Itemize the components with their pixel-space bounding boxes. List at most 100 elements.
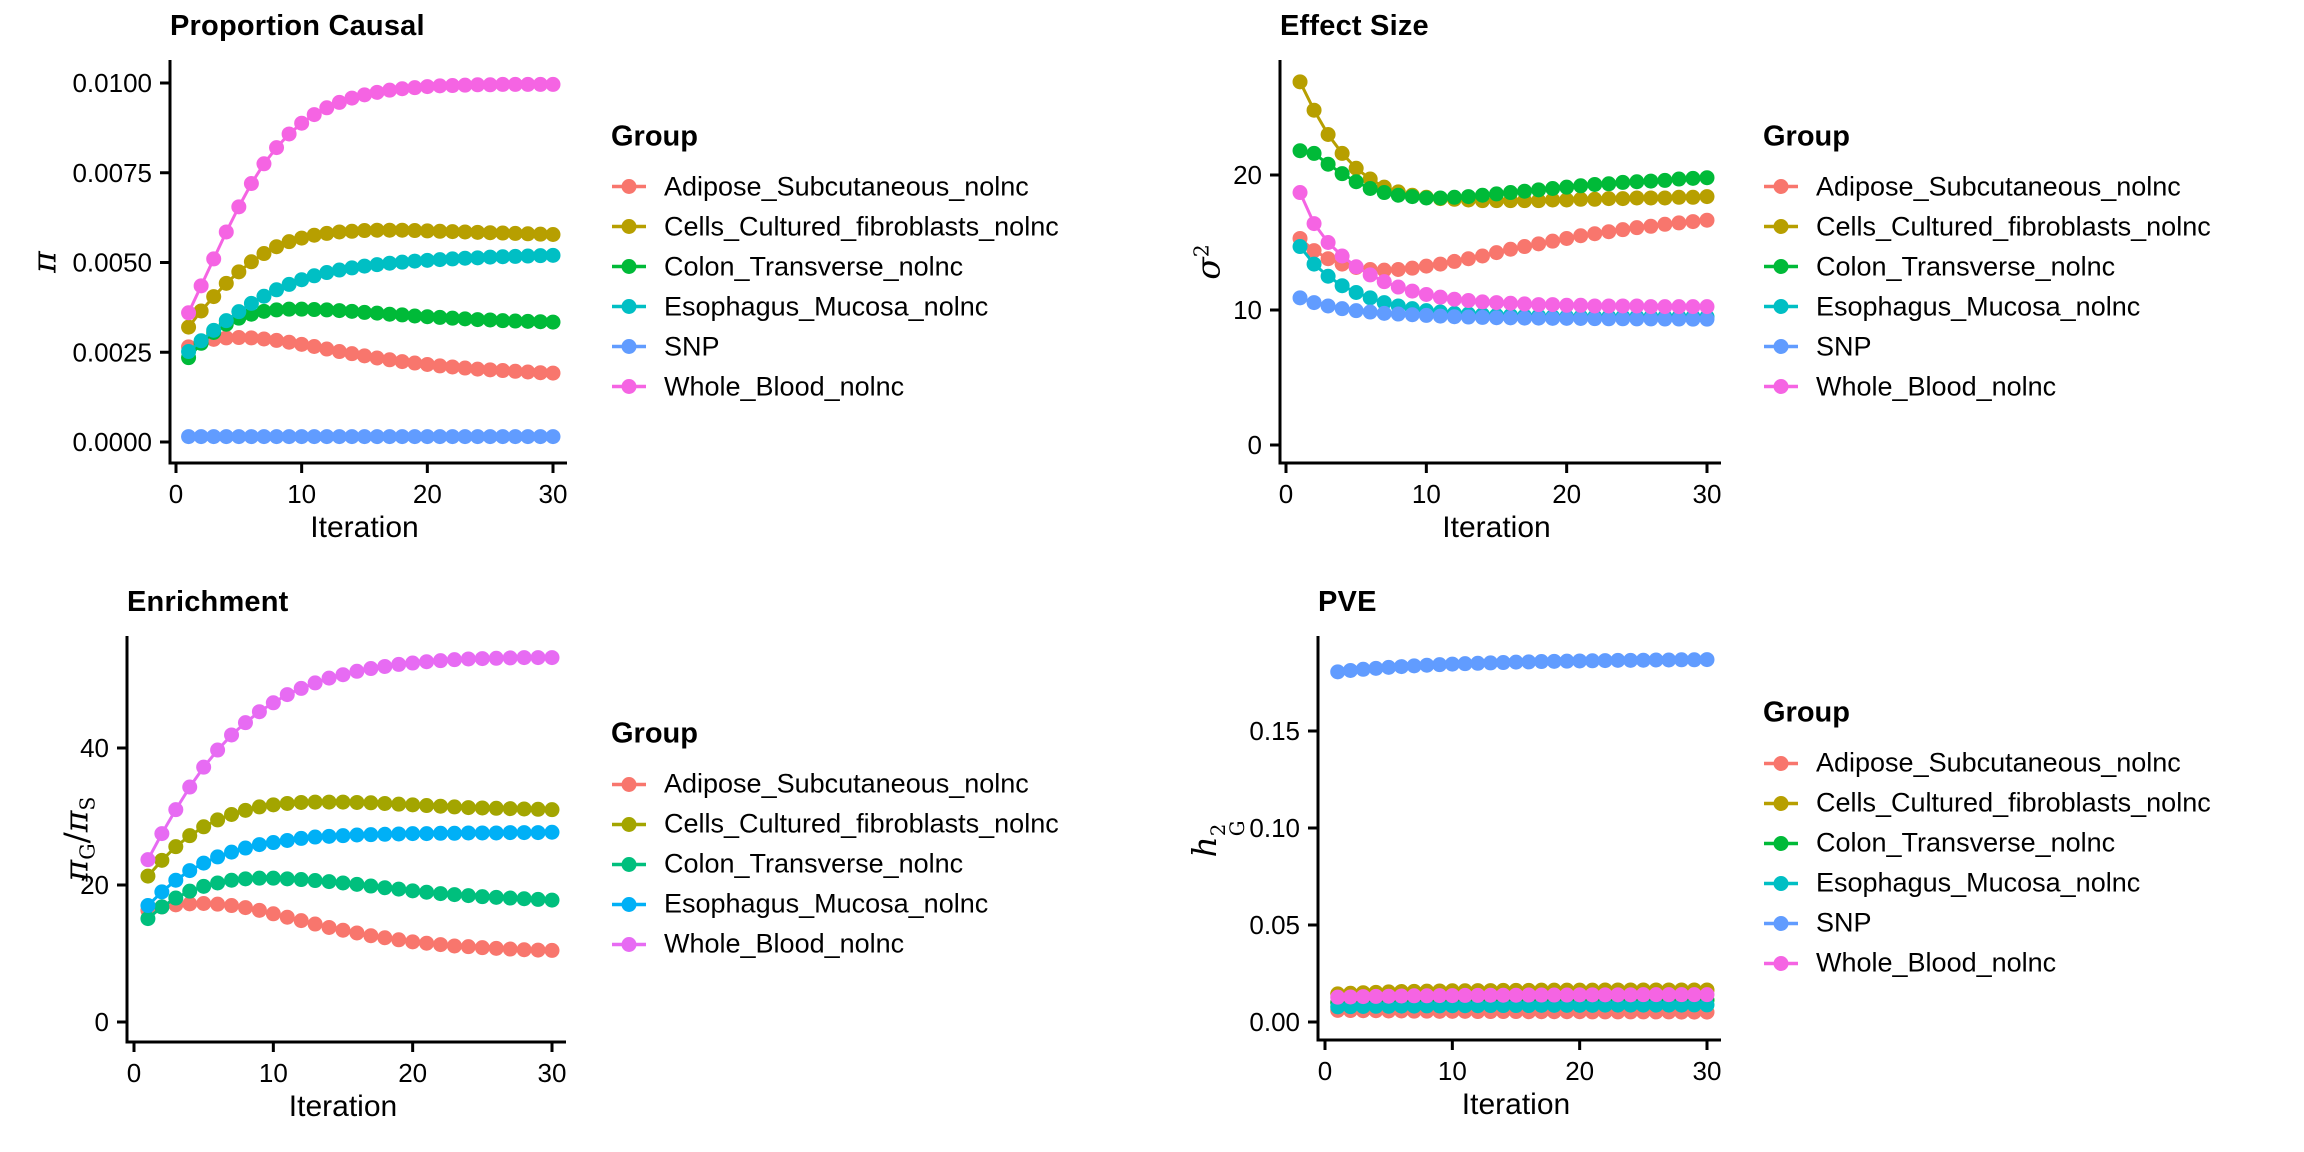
- data-point-Adipose_Subcutaneous_nolnc: [1587, 226, 1603, 242]
- data-point-SNP: [1533, 654, 1549, 670]
- data-point-Adipose_Subcutaneous_nolnc: [1517, 239, 1533, 255]
- x-tick-label: 30: [539, 479, 568, 509]
- data-point-Adipose_Subcutaneous_nolnc: [1376, 262, 1392, 278]
- data-point-SNP: [470, 429, 486, 445]
- data-point-Colon_Transverse_nolnc: [1615, 174, 1631, 190]
- data-point-Whole_Blood_nolnc: [1432, 988, 1448, 1004]
- data-point-Colon_Transverse_nolnc: [391, 881, 407, 897]
- data-point-Esophagus_Mucosa_nolnc: [502, 825, 518, 841]
- data-point-Esophagus_Mucosa_nolnc: [495, 249, 511, 265]
- data-point-SNP: [1559, 653, 1575, 669]
- chart-title: PVE: [1318, 586, 1377, 618]
- data-point-Esophagus_Mucosa_nolnc: [545, 247, 561, 263]
- y-tick-label: 10: [1233, 295, 1262, 325]
- data-point-Cells_Cultured_fibroblasts_nolnc: [544, 802, 560, 818]
- data-point-Adipose_Subcutaneous_nolnc: [306, 339, 322, 355]
- data-point-Whole_Blood_nolnc: [218, 224, 234, 240]
- data-point-SNP: [206, 429, 222, 445]
- data-point-Whole_Blood_nolnc: [154, 826, 170, 842]
- data-point-Whole_Blood_nolnc: [1572, 987, 1588, 1003]
- data-point-Adipose_Subcutaneous_nolnc: [1489, 245, 1504, 261]
- data-point-Adipose_Subcutaneous_nolnc: [344, 346, 360, 362]
- data-point-Esophagus_Mucosa_nolnc: [210, 849, 226, 865]
- chart-title: Enrichment: [127, 586, 289, 618]
- data-point-Esophagus_Mucosa_nolnc: [532, 248, 548, 264]
- chart-plot-proportion-causal: 0.0000 0.0025 0.0050 0.0075 0.0100 0 10 20 30: [72, 60, 568, 509]
- data-point-SNP: [243, 429, 259, 445]
- data-point-Whole_Blood_nolnc: [231, 199, 247, 215]
- data-point-Colon_Transverse_nolnc: [210, 875, 226, 891]
- data-point-Cells_Cultured_fibroblasts_nolnc: [405, 797, 421, 813]
- data-point-Esophagus_Mucosa_nolnc: [432, 252, 448, 268]
- data-point-Colon_Transverse_nolnc: [306, 302, 322, 318]
- data-point-Cells_Cultured_fibroblasts_nolnc: [256, 246, 272, 262]
- data-point-Whole_Blood_nolnc: [206, 251, 222, 267]
- data-point-Adipose_Subcutaneous_nolnc: [251, 902, 267, 918]
- data-point-Whole_Blood_nolnc: [269, 140, 285, 156]
- y-tick-label: 0: [1248, 430, 1262, 460]
- data-point-Esophagus_Mucosa_nolnc: [243, 295, 259, 311]
- data-point-Colon_Transverse_nolnc: [1306, 145, 1322, 161]
- data-point-Adipose_Subcutaneous_nolnc: [377, 930, 393, 946]
- chart-plot-effect-size: 0 10 20 0 10 20 30: [1233, 60, 1721, 509]
- data-point-Colon_Transverse_nolnc: [196, 878, 212, 894]
- data-point-Whole_Blood_nolnc: [1419, 988, 1435, 1004]
- data-point-Esophagus_Mucosa_nolnc: [1559, 997, 1575, 1013]
- data-point-Adipose_Subcutaneous_nolnc: [1306, 243, 1322, 259]
- data-point-Cells_Cultured_fibroblasts_nolnc: [154, 852, 170, 868]
- data-point-Whole_Blood_nolnc: [1320, 235, 1336, 250]
- data-point-Whole_Blood_nolnc: [544, 650, 560, 666]
- data-point-Colon_Transverse_nolnc: [1601, 176, 1617, 192]
- data-point-Adipose_Subcutaneous_nolnc: [419, 356, 435, 372]
- data-point-Whole_Blood_nolnc: [1584, 987, 1600, 1003]
- data-point-Colon_Transverse_nolnc: [1559, 179, 1575, 195]
- data-point-Cells_Cultured_fibroblasts_nolnc: [1545, 192, 1561, 208]
- data-point-Adipose_Subcutaneous_nolnc: [369, 350, 385, 366]
- data-point-Whole_Blood_nolnc: [507, 76, 523, 92]
- y-tick-label: 0.10: [1249, 813, 1300, 843]
- data-point-SNP: [1572, 653, 1588, 669]
- data-point-Esophagus_Mucosa_nolnc: [331, 262, 347, 278]
- data-point-Esophagus_Mucosa_nolnc: [377, 826, 393, 842]
- data-point-Adipose_Subcutaneous_nolnc: [419, 935, 435, 951]
- data-point-SNP: [344, 429, 360, 445]
- data-point-Colon_Transverse_nolnc: [432, 309, 448, 325]
- data-point-Colon_Transverse_nolnc: [251, 870, 267, 886]
- data-point-Whole_Blood_nolnc: [1601, 298, 1617, 314]
- data-point-Whole_Blood_nolnc: [1355, 989, 1371, 1005]
- data-point-Esophagus_Mucosa_nolnc: [1572, 997, 1588, 1013]
- data-point-Whole_Blood_nolnc: [1292, 185, 1308, 201]
- data-point-Colon_Transverse_nolnc: [1685, 170, 1701, 186]
- data-point-Colon_Transverse_nolnc: [495, 313, 511, 329]
- chart-title: Effect Size: [1280, 10, 1429, 42]
- data-point-SNP: [1495, 655, 1511, 671]
- data-point-Esophagus_Mucosa_nolnc: [433, 825, 449, 841]
- data-point-Colon_Transverse_nolnc: [1489, 186, 1504, 202]
- data-point-Cells_Cultured_fibroblasts_nolnc: [394, 222, 410, 238]
- data-point-Colon_Transverse_nolnc: [1320, 156, 1336, 172]
- data-point-SNP: [1474, 309, 1490, 325]
- y-tick-label: 20: [80, 870, 109, 900]
- data-point-SNP: [1355, 661, 1371, 677]
- data-point-Esophagus_Mucosa_nolnc: [482, 249, 498, 265]
- x-tick-label: 0: [127, 1058, 141, 1088]
- data-point-SNP: [294, 429, 310, 445]
- data-point-Cells_Cultured_fibroblasts_nolnc: [168, 839, 184, 855]
- data-point-Cells_Cultured_fibroblasts_nolnc: [331, 224, 347, 240]
- data-point-SNP: [193, 429, 209, 445]
- data-point-Esophagus_Mucosa_nolnc: [1348, 284, 1364, 300]
- data-point-Colon_Transverse_nolnc: [321, 874, 337, 890]
- y-tick-label: 0.0075: [72, 158, 152, 188]
- data-point-Cells_Cultured_fibroblasts_nolnc: [206, 289, 222, 305]
- data-point-Adipose_Subcutaneous_nolnc: [1418, 258, 1434, 274]
- data-point-Esophagus_Mucosa_nolnc: [269, 282, 285, 298]
- data-point-Colon_Transverse_nolnc: [1292, 143, 1308, 159]
- data-point-Cells_Cultured_fibroblasts_nolnc: [1601, 191, 1617, 207]
- data-point-SNP: [1531, 310, 1547, 326]
- data-point-Colon_Transverse_nolnc: [357, 304, 372, 320]
- data-point-Whole_Blood_nolnc: [357, 87, 372, 103]
- data-point-Esophagus_Mucosa_nolnc: [470, 250, 486, 266]
- data-point-Whole_Blood_nolnc: [1404, 283, 1420, 299]
- data-point-Whole_Blood_nolnc: [516, 650, 532, 666]
- data-point-Whole_Blood_nolnc: [306, 107, 322, 123]
